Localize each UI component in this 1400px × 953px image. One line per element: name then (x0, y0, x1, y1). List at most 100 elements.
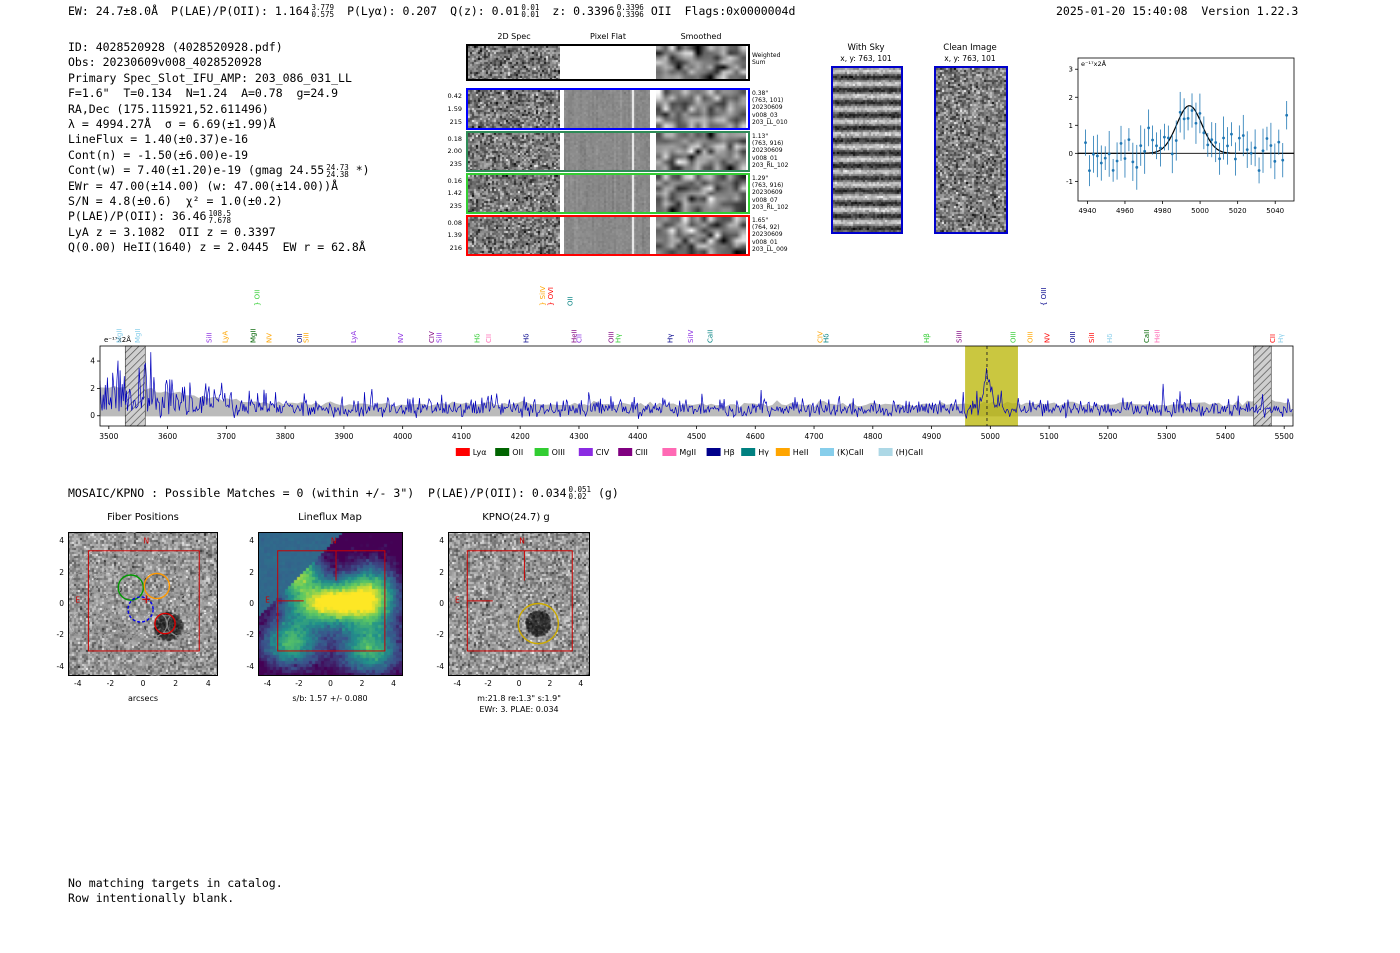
x-tick-label: 4100 (452, 432, 471, 441)
mosaic-match-text: MOSAIC/KPNO : Possible Matches = 0 (with… (68, 486, 567, 500)
y-tick-label: 0 (90, 411, 95, 420)
emission-line-label: CII (1269, 334, 1277, 343)
x-tick-label: 5040 (1266, 207, 1284, 215)
panel-x-tick: -4 (263, 679, 272, 688)
z-uncertainty: 0.3396 0.3396 (616, 3, 644, 19)
panel-x-tick: 4 (391, 679, 396, 688)
y-tick-label: 1 (1069, 122, 1073, 130)
legend-label: Hβ (724, 448, 735, 457)
info-line: EWr = 47.00(±14.00) (w: 47.00(±14.00))Å (68, 178, 339, 193)
masked-region (124, 345, 146, 427)
kpno-xlabel: m:21.8 re:1.3" s:1.9" (477, 694, 561, 703)
panel-y-tick: 2 (249, 567, 254, 577)
x-tick-label: 5200 (1098, 432, 1117, 441)
legend-label: Hγ (758, 448, 769, 457)
y-tick-label: 4 (90, 357, 95, 366)
panel-axis-box (258, 532, 403, 676)
z-text: z: 0.3396 (552, 4, 615, 18)
legend-label: CIII (635, 448, 648, 457)
legend-swatch (820, 448, 834, 456)
legend-label: (H)CaII (896, 448, 923, 457)
info-line: F=1.6" T=0.134 N=1.24 A=0.78 g=24.9 (68, 86, 339, 101)
x-tick-label: 4200 (511, 432, 530, 441)
north-label: N (519, 537, 525, 546)
lineflux-map-image (258, 532, 403, 676)
marker-circle (117, 574, 145, 601)
kpno-image (448, 532, 590, 676)
plae-poii-value: P(LAE)/P(OII): 1.164 3.779 0.575 (171, 3, 335, 19)
col-header-2dspec: 2D Spec (497, 32, 531, 41)
emission-line-label: CII (575, 334, 583, 343)
info-line: LyA z = 3.1082 OII z = 0.3397 (68, 224, 276, 239)
spec2d-row-left-labels: 0.16 1.42 235 (447, 177, 462, 210)
plae-uncertainty: 3.779 0.575 (311, 3, 335, 19)
panel-y-tick: 0 (59, 599, 64, 608)
info-line: RA,Dec (175.115921,52.611496) (68, 101, 269, 116)
flags-value: Flags:0x0000004d (684, 4, 796, 18)
spec2d-cell-pixelflat (564, 175, 650, 212)
east-label: E (75, 595, 80, 604)
emission-line-label: Hβ (923, 333, 931, 343)
ew-value: EW: 24.7±8.0Å (68, 4, 159, 18)
x-tick-label: 4300 (569, 432, 588, 441)
info-line: ID: 4028520928 (4028520928.pdf) (68, 40, 283, 54)
lineflux-map-overlay: NE (258, 532, 403, 676)
legend-swatch (878, 448, 893, 456)
north-label: N (143, 537, 149, 546)
panel-y-tick: -2 (56, 630, 64, 640)
emission-line-label: Hδ (823, 333, 831, 343)
x-tick-label: 4800 (863, 432, 882, 441)
mosaic-plae-uncertainty: 0.051 0.02 (568, 485, 592, 501)
x-tick-label: 5000 (1191, 207, 1209, 215)
col-header-pixelflat: Pixel Flat (590, 32, 626, 41)
panel-y-tick: -4 (56, 661, 64, 671)
legend-swatch (618, 448, 633, 456)
kpno-xlabel2: EWr: 3. PLAE: 0.034 (479, 705, 559, 714)
spec2d-cell-2dspec (468, 90, 560, 128)
emission-line-label: OII (567, 296, 575, 306)
spec2d-cell-pixelflat (564, 217, 650, 254)
panel-x-tick: -2 (295, 679, 303, 688)
y-tick-label: 3 (1069, 66, 1073, 74)
panel-y-tick: -4 (436, 661, 444, 671)
spec2d-cell-2dspec (468, 217, 560, 254)
fit-ylabel: e⁻¹⁷x2Å (1081, 59, 1107, 68)
panel-x-tick: 4 (205, 679, 211, 688)
emission-line-label: NV (1044, 333, 1052, 343)
panel-x-tick: 2 (547, 679, 553, 688)
spectrum-ylabel: e⁻¹⁷x2Å (104, 335, 131, 344)
x-tick-label: 4940 (1078, 207, 1096, 215)
emission-line-label: LyA (222, 331, 230, 343)
panel-x-tick: 0 (516, 679, 522, 688)
info-line: λ = 4994.27Å σ = 6.69(±1.99)Å (68, 117, 276, 132)
spec2d-cell-smoothed (656, 90, 746, 128)
x-tick-label: 5000 (981, 432, 1000, 441)
x-tick-label: 4700 (804, 432, 823, 441)
emission-line-label: OII (296, 333, 304, 343)
emission-line-label: { OIII (1040, 288, 1048, 306)
panel-x-tick: 2 (173, 679, 178, 688)
mosaic-band: (g) (591, 486, 619, 500)
legend-swatch (578, 448, 593, 456)
x-tick-label: 4000 (393, 432, 412, 441)
panel-y-tick: 4 (439, 536, 444, 546)
emission-line-label: NV (397, 333, 405, 343)
x-tick-label: 4980 (1154, 207, 1172, 215)
target-square (87, 550, 200, 652)
emission-line-label: MgII (134, 328, 142, 343)
fiber-positions-title: Fiber Positions (107, 512, 179, 523)
emission-line-label: SiII (1088, 332, 1096, 343)
legend-label: Lyα (473, 448, 487, 457)
emission-line-label: OIII (1069, 331, 1077, 343)
with-sky-title: With Sky (847, 43, 885, 53)
fiber-footprints (70, 532, 216, 676)
info-line: Obs: 20230609v008_4028520928 (68, 55, 262, 70)
summary-header: EW: 24.7±8.0Å P(LAE)/P(OII): 1.164 3.779 0… (68, 3, 808, 19)
qz-value: Q(z): 0.01 0.01 0.01 (450, 4, 539, 19)
panel-x-tick: -2 (484, 679, 492, 688)
spec2d-cell-2dspec (468, 46, 560, 79)
clean-image-title: Clean Image (943, 43, 997, 53)
gaussian-fit-curve (1078, 105, 1294, 154)
emission-line-label: SiII (435, 332, 443, 343)
east-label: E (455, 595, 460, 604)
